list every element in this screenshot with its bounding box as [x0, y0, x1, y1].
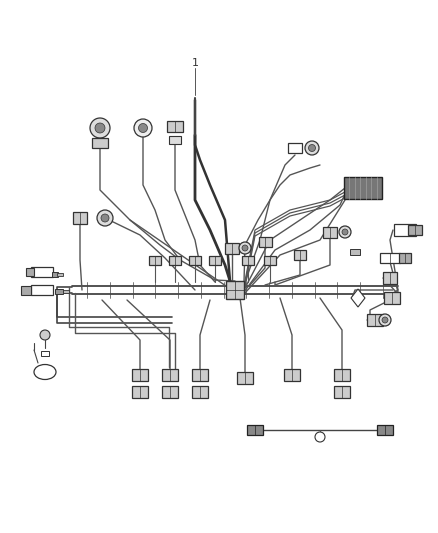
Circle shape	[40, 330, 50, 340]
Bar	[247, 425, 263, 435]
Circle shape	[342, 229, 348, 235]
Bar	[380, 253, 400, 263]
Bar	[384, 292, 400, 304]
Bar	[92, 138, 108, 148]
Bar	[408, 225, 422, 235]
Bar	[394, 224, 416, 236]
Bar	[162, 369, 178, 381]
Circle shape	[315, 432, 325, 442]
Circle shape	[239, 242, 251, 254]
Bar	[189, 255, 201, 264]
Bar	[344, 177, 382, 199]
Bar	[41, 351, 49, 356]
Bar	[264, 255, 276, 264]
Circle shape	[101, 214, 109, 222]
Bar	[31, 267, 53, 277]
Bar	[242, 255, 254, 264]
Bar	[31, 285, 53, 295]
Bar	[225, 243, 239, 254]
Bar	[350, 249, 360, 255]
Circle shape	[308, 144, 315, 151]
Circle shape	[138, 124, 148, 133]
Bar	[149, 255, 161, 264]
Circle shape	[90, 118, 110, 138]
Bar	[383, 272, 397, 284]
Bar	[52, 271, 58, 277]
Circle shape	[97, 210, 113, 226]
Circle shape	[134, 119, 152, 137]
Circle shape	[339, 226, 351, 238]
Bar	[334, 386, 350, 398]
Bar	[294, 250, 306, 260]
Circle shape	[305, 141, 319, 155]
Bar	[237, 372, 253, 384]
Bar	[192, 386, 208, 398]
Bar	[367, 314, 383, 326]
Bar	[288, 143, 302, 153]
Bar	[192, 369, 208, 381]
Bar	[258, 237, 272, 247]
Bar	[55, 288, 63, 294]
Bar	[162, 386, 178, 398]
Bar	[323, 227, 337, 238]
Bar	[63, 289, 69, 293]
Bar	[132, 369, 148, 381]
Bar	[209, 255, 221, 264]
Polygon shape	[351, 289, 365, 307]
Bar	[334, 369, 350, 381]
Bar	[57, 272, 63, 276]
Circle shape	[242, 245, 248, 251]
Bar	[169, 255, 181, 264]
Circle shape	[95, 123, 105, 133]
Bar	[399, 253, 411, 263]
Bar	[26, 268, 34, 276]
Circle shape	[379, 314, 391, 326]
Bar	[377, 425, 393, 435]
Text: 1: 1	[191, 58, 198, 68]
Circle shape	[382, 317, 388, 323]
Bar	[73, 212, 87, 224]
Bar	[167, 120, 183, 132]
Bar	[284, 369, 300, 381]
Bar	[169, 136, 181, 144]
Bar	[132, 386, 148, 398]
Bar	[21, 286, 31, 295]
Bar	[226, 281, 244, 299]
